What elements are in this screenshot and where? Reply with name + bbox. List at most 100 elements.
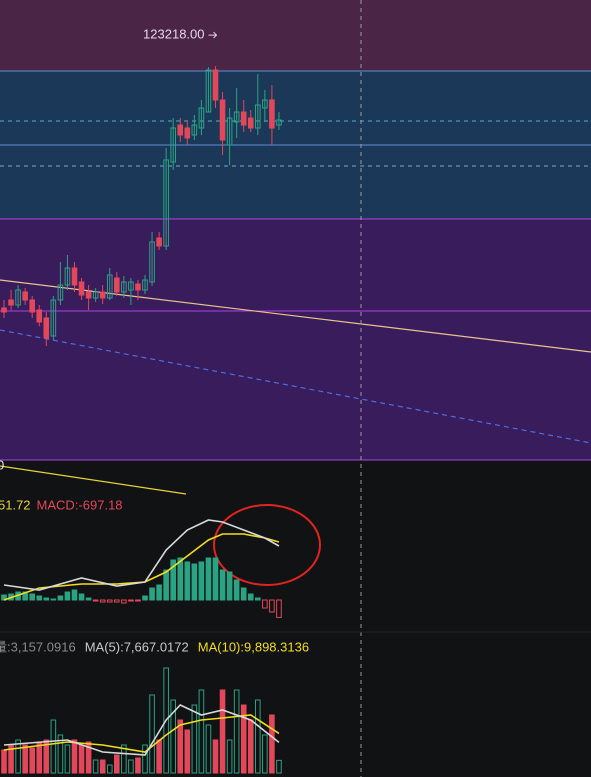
zero-label: 0 — [0, 457, 4, 472]
candle-body — [29, 299, 35, 313]
volume-label: MA(10):9,898.3136 — [198, 639, 309, 654]
macd-bar — [177, 557, 184, 601]
volume-bar — [36, 741, 43, 774]
volume-bar — [128, 759, 134, 774]
dif-line — [3, 519, 280, 591]
volume-bar — [149, 694, 155, 774]
volume-bar — [191, 704, 198, 774]
volume-bar — [43, 739, 50, 774]
volume-bar — [240, 704, 247, 774]
candle-body — [219, 99, 226, 141]
volume-bar — [99, 759, 106, 774]
candle-body — [22, 291, 28, 301]
candle-body — [269, 99, 275, 129]
macd-bar — [205, 557, 212, 601]
candle-body — [43, 317, 50, 339]
annotation-circle — [213, 504, 321, 586]
macd-bar — [71, 589, 78, 601]
candle-body — [128, 281, 134, 291]
candle-body — [36, 309, 43, 323]
volume-bar — [135, 757, 141, 774]
macd-bar — [50, 598, 57, 601]
macd-bar — [255, 597, 261, 601]
volume-bar — [276, 759, 282, 774]
candle-body — [276, 119, 282, 126]
volume-bar — [177, 719, 184, 774]
trend-line — [0, 465, 187, 495]
zone-purple — [0, 219, 591, 460]
candle-body — [156, 237, 162, 247]
high-label: 123218.00 — [143, 27, 204, 42]
macd-bar — [92, 599, 99, 602]
macd-bar — [219, 569, 226, 601]
macd-bar — [269, 599, 275, 613]
macd-bar — [57, 595, 64, 601]
candle-body — [92, 291, 99, 299]
volume-bar — [219, 689, 226, 774]
volume-bar — [255, 699, 261, 774]
volume-bar — [226, 739, 233, 774]
volume-bar — [57, 734, 64, 774]
macd-bar — [106, 599, 113, 603]
volume-bar — [198, 689, 205, 774]
candle-body — [170, 127, 176, 163]
volume-bar — [142, 744, 148, 774]
macd-label: 51.72 — [0, 497, 31, 512]
candle-body — [163, 159, 169, 247]
candle-body — [198, 107, 205, 129]
high-arrow — [208, 31, 218, 39]
volume-bar — [156, 739, 162, 774]
indicator-panel — [0, 460, 591, 777]
volume-bar — [114, 754, 120, 774]
volume-bar — [121, 744, 127, 774]
macd-bar — [191, 563, 198, 601]
volume-bar — [71, 739, 78, 774]
volume-bar — [269, 714, 275, 774]
macd-bar — [85, 597, 92, 601]
volume-bar — [85, 741, 92, 774]
volume-bar — [212, 739, 219, 774]
macd-bar — [64, 591, 71, 601]
macd-bar — [226, 571, 233, 601]
macd-bar — [262, 599, 268, 609]
candle-body — [191, 124, 198, 136]
candle-body — [64, 267, 71, 286]
candle-body — [71, 267, 78, 286]
candle-body — [255, 104, 261, 129]
candle-body — [106, 274, 113, 299]
macd-bar — [36, 595, 43, 601]
volume-bar — [233, 689, 240, 774]
zone-top — [0, 0, 591, 71]
candle-body — [240, 111, 247, 126]
volume-bar — [50, 719, 57, 774]
ma10-line — [3, 714, 280, 753]
macd-bar — [233, 579, 240, 601]
candle-body — [205, 69, 212, 113]
macd-bar — [43, 597, 50, 601]
macd-bar — [128, 599, 134, 602]
volume-bar — [64, 744, 71, 774]
marks: 123218.00 51.72 MACD:-697.18 量:3,157.0916 MA… — [0, 27, 309, 774]
trend-line — [0, 279, 591, 353]
volume-bar — [170, 699, 176, 774]
volume-bar — [22, 744, 28, 774]
candle-body — [114, 277, 120, 293]
candle-body — [78, 281, 85, 296]
macd-bar — [78, 593, 85, 601]
macd-bar — [163, 569, 169, 601]
volume-bar — [29, 747, 35, 774]
candle-body — [212, 69, 219, 101]
macd-bar — [212, 557, 219, 601]
volume-bar — [15, 739, 21, 774]
macd-bar — [99, 599, 106, 603]
candle-body — [184, 127, 191, 139]
volume-bar — [163, 667, 169, 774]
candle-body — [15, 289, 21, 306]
macd-bar — [198, 561, 205, 601]
candle-body — [149, 241, 155, 283]
candle-body — [142, 279, 148, 291]
candle-body — [262, 99, 268, 109]
volume-label: 量:3,157.0916 — [0, 639, 76, 654]
volume-bar — [78, 744, 85, 774]
